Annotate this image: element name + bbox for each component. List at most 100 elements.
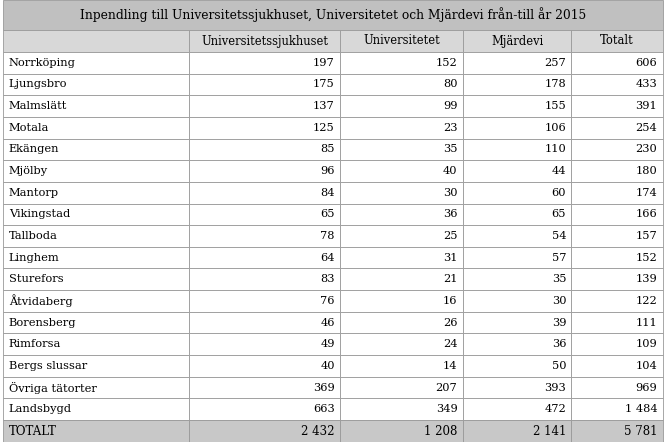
- Text: 139: 139: [635, 274, 657, 284]
- Bar: [189, 377, 340, 398]
- Text: 152: 152: [436, 58, 458, 68]
- Bar: [340, 160, 463, 182]
- Bar: [189, 225, 340, 247]
- Bar: [463, 95, 571, 117]
- Bar: [463, 312, 571, 333]
- Text: 31: 31: [443, 253, 458, 263]
- Text: 40: 40: [443, 166, 458, 176]
- Bar: [189, 398, 340, 420]
- Bar: [463, 398, 571, 420]
- Bar: [463, 117, 571, 139]
- Text: Linghem: Linghem: [9, 253, 59, 263]
- Text: 36: 36: [443, 210, 458, 219]
- Bar: [189, 247, 340, 268]
- Bar: [3, 420, 189, 442]
- Text: 5 781: 5 781: [624, 424, 657, 438]
- Bar: [3, 268, 189, 290]
- Bar: [3, 225, 189, 247]
- Bar: [571, 290, 663, 312]
- Bar: [3, 333, 189, 355]
- Bar: [463, 268, 571, 290]
- Text: 157: 157: [635, 231, 657, 241]
- Bar: [571, 312, 663, 333]
- Text: 57: 57: [551, 253, 566, 263]
- Text: Sturefors: Sturefors: [9, 274, 63, 284]
- Bar: [189, 182, 340, 203]
- Text: 257: 257: [544, 58, 566, 68]
- Text: 472: 472: [544, 404, 566, 414]
- Bar: [189, 355, 340, 377]
- Bar: [463, 74, 571, 95]
- Text: 78: 78: [320, 231, 335, 241]
- Bar: [189, 30, 340, 52]
- Bar: [463, 420, 571, 442]
- Bar: [3, 398, 189, 420]
- Text: Borensberg: Borensberg: [9, 318, 76, 328]
- Bar: [340, 377, 463, 398]
- Text: 155: 155: [544, 101, 566, 111]
- Text: 349: 349: [436, 404, 458, 414]
- Bar: [3, 30, 189, 52]
- Text: Ljungsbro: Ljungsbro: [9, 80, 67, 89]
- Bar: [571, 420, 663, 442]
- Bar: [571, 268, 663, 290]
- Bar: [571, 95, 663, 117]
- Bar: [571, 203, 663, 225]
- Text: 111: 111: [635, 318, 657, 328]
- Text: 40: 40: [320, 361, 335, 371]
- Bar: [340, 225, 463, 247]
- Bar: [340, 268, 463, 290]
- Text: 2 432: 2 432: [301, 424, 335, 438]
- Text: 110: 110: [544, 145, 566, 154]
- Text: Mjölby: Mjölby: [9, 166, 48, 176]
- Bar: [3, 0, 663, 30]
- Text: 60: 60: [551, 188, 566, 198]
- Text: 54: 54: [551, 231, 566, 241]
- Bar: [571, 160, 663, 182]
- Bar: [189, 95, 340, 117]
- Text: Inpendling till Universitetssjukhuset, Universitetet och Mjärdevi från-till år 2: Inpendling till Universitetssjukhuset, U…: [80, 8, 586, 23]
- Bar: [571, 247, 663, 268]
- Text: 30: 30: [443, 188, 458, 198]
- Text: 180: 180: [635, 166, 657, 176]
- Text: 207: 207: [436, 382, 458, 392]
- Bar: [463, 160, 571, 182]
- Bar: [571, 333, 663, 355]
- Text: 99: 99: [443, 101, 458, 111]
- Bar: [189, 117, 340, 139]
- Bar: [3, 312, 189, 333]
- Bar: [189, 312, 340, 333]
- Text: Rimforsa: Rimforsa: [9, 339, 61, 349]
- Text: Landsbygd: Landsbygd: [9, 404, 72, 414]
- Text: 44: 44: [551, 166, 566, 176]
- Bar: [3, 290, 189, 312]
- Text: Mantorp: Mantorp: [9, 188, 59, 198]
- Text: 35: 35: [443, 145, 458, 154]
- Bar: [340, 139, 463, 160]
- Text: 175: 175: [313, 80, 335, 89]
- Text: 25: 25: [443, 231, 458, 241]
- Bar: [571, 139, 663, 160]
- Bar: [189, 290, 340, 312]
- Text: Norrköping: Norrköping: [9, 58, 75, 68]
- Text: 178: 178: [544, 80, 566, 89]
- Text: Malmslätt: Malmslätt: [9, 101, 67, 111]
- Bar: [340, 74, 463, 95]
- Text: 84: 84: [320, 188, 335, 198]
- Text: 137: 137: [313, 101, 335, 111]
- Bar: [189, 52, 340, 74]
- Bar: [463, 52, 571, 74]
- Text: 23: 23: [443, 123, 458, 133]
- Bar: [3, 203, 189, 225]
- Bar: [340, 182, 463, 203]
- Text: Åtvidaberg: Åtvidaberg: [9, 294, 73, 307]
- Text: 26: 26: [443, 318, 458, 328]
- Text: 30: 30: [551, 296, 566, 306]
- Bar: [189, 139, 340, 160]
- Bar: [340, 312, 463, 333]
- Text: Universitetet: Universitetet: [363, 34, 440, 47]
- Text: 76: 76: [320, 296, 335, 306]
- Text: Övriga tätorter: Övriga tätorter: [9, 381, 97, 393]
- Bar: [571, 377, 663, 398]
- Text: 606: 606: [635, 58, 657, 68]
